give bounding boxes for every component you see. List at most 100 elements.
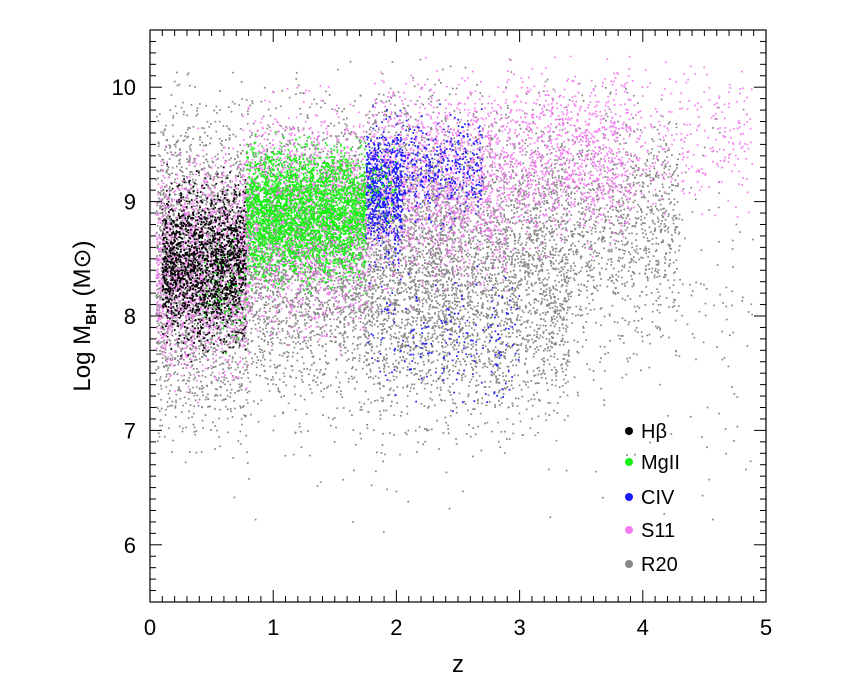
data-point [219,210,222,213]
data-point [270,275,273,278]
data-point [177,307,179,309]
data-point [172,249,175,252]
data-point [210,346,212,349]
data-point [178,192,181,195]
data-point [386,319,389,322]
data-point [218,241,221,244]
data-point [267,258,269,261]
data-point [282,153,285,156]
data-point [262,115,265,118]
data-point [250,182,252,185]
data-point [177,379,180,382]
data-point [324,343,327,345]
data-point [193,210,196,213]
data-point [252,122,255,125]
data-point [160,296,162,298]
data-point [272,316,275,319]
data-point [278,279,280,281]
data-point [297,143,299,145]
data-point [333,256,336,258]
data-point [250,332,252,334]
data-point [266,246,268,249]
data-point [315,148,317,151]
data-point [269,338,272,340]
data-point [342,279,345,282]
data-point [236,154,239,157]
data-point [217,315,220,318]
data-point [455,406,458,409]
data-point [262,296,264,299]
data-point [253,292,256,295]
data-point [163,221,166,224]
data-point [213,204,215,206]
data-point [203,227,206,229]
data-point [278,391,281,393]
data-point [230,192,233,194]
data-point [234,270,237,272]
data-point [194,291,197,293]
data-point [211,190,213,193]
data-point [179,162,181,165]
data-point [195,430,198,432]
data-point [250,272,253,274]
data-point [267,323,269,325]
data-point [352,277,355,279]
data-point [272,201,274,204]
data-point [259,287,261,290]
data-point [334,341,336,344]
data-point [277,274,280,277]
data-point [203,199,205,202]
data-point [440,389,442,391]
data-point [317,325,320,328]
data-point [192,326,195,329]
data-point [313,374,316,377]
data-point [346,261,349,263]
data-point [358,401,361,404]
data-point [210,123,212,125]
data-point [344,352,347,354]
data-point [342,247,344,250]
data-point [274,209,277,212]
data-point [353,348,356,351]
data-point [220,350,222,353]
data-point [266,269,268,272]
data-point [273,363,276,366]
data-point [287,260,289,263]
data-point [271,255,273,258]
data-point [185,402,187,405]
data-point [353,256,355,259]
data-point [327,287,329,290]
data-point [243,298,246,300]
data-point [156,297,158,299]
data-point [356,381,358,383]
data-point [344,301,347,304]
data-point [202,427,205,429]
data-point [175,260,178,262]
data-point [316,208,319,210]
data-point [352,307,355,309]
data-point [157,288,160,290]
data-point [288,227,291,229]
data-point [267,343,269,346]
data-point [352,104,355,107]
data-point [370,261,372,263]
data-point [290,311,292,314]
data-point [327,197,330,200]
data-point [169,186,171,188]
data-point [234,162,237,165]
data-point [226,361,228,363]
data-point [157,341,160,343]
data-point [186,175,188,178]
data-point [357,308,360,310]
data-point [192,355,195,358]
data-point [280,280,283,283]
data-point [327,125,330,127]
data-point [179,221,182,224]
data-point [223,339,226,341]
data-point [209,174,212,177]
data-point [289,171,292,173]
data-point [202,216,205,219]
data-point [163,342,166,345]
data-point [299,348,302,351]
data-point [267,238,270,240]
